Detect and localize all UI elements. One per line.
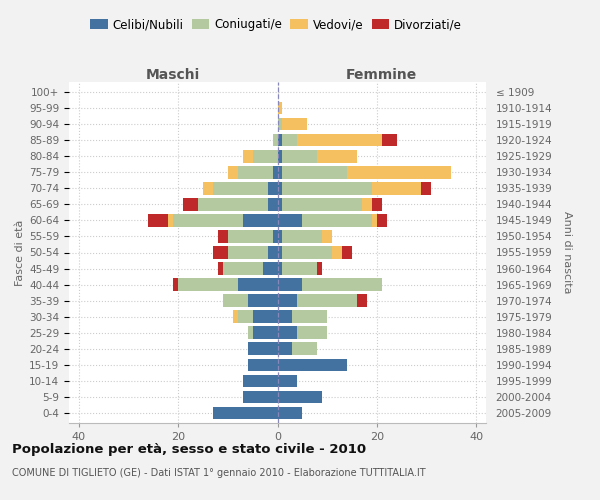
Bar — [277, 166, 283, 178]
Bar — [302, 278, 382, 291]
Bar — [298, 134, 382, 146]
Bar — [277, 134, 283, 146]
Bar — [277, 406, 302, 419]
Bar — [243, 150, 253, 162]
Bar — [283, 246, 332, 259]
Text: Popolazione per età, sesso e stato civile - 2010: Popolazione per età, sesso e stato civil… — [12, 442, 366, 456]
Y-axis label: Fasce di età: Fasce di età — [15, 220, 25, 286]
Text: Maschi: Maschi — [146, 68, 200, 82]
Bar — [248, 294, 277, 307]
Bar — [277, 310, 292, 323]
Bar — [292, 342, 317, 355]
Bar — [277, 102, 283, 115]
Bar — [277, 262, 283, 275]
Bar — [213, 182, 268, 194]
Bar — [317, 150, 357, 162]
Bar — [238, 278, 277, 291]
Bar — [277, 182, 283, 194]
Text: COMUNE DI TIGLIETO (GE) - Dati ISTAT 1° gennaio 2010 - Elaborazione TUTTITALIA.I: COMUNE DI TIGLIETO (GE) - Dati ISTAT 1° … — [12, 468, 425, 477]
Bar — [253, 310, 277, 323]
Bar — [268, 198, 277, 210]
Bar — [223, 294, 248, 307]
Bar — [277, 294, 298, 307]
Bar — [272, 166, 277, 178]
Bar — [253, 326, 277, 339]
Bar — [298, 326, 327, 339]
Bar — [248, 358, 277, 371]
Bar — [292, 310, 327, 323]
Bar — [357, 294, 367, 307]
Bar — [283, 166, 347, 178]
Bar — [253, 150, 277, 162]
Bar — [223, 262, 263, 275]
Bar — [342, 246, 352, 259]
Bar — [233, 310, 238, 323]
Bar — [198, 198, 268, 210]
Bar — [283, 198, 362, 210]
Bar — [277, 246, 283, 259]
Bar — [277, 342, 292, 355]
Bar — [317, 262, 322, 275]
Bar — [277, 118, 283, 130]
Bar — [213, 406, 277, 419]
Bar — [148, 214, 168, 226]
Bar — [173, 278, 178, 291]
Bar — [283, 118, 307, 130]
Bar — [277, 390, 322, 403]
Bar — [298, 294, 357, 307]
Bar — [218, 262, 223, 275]
Bar — [302, 214, 372, 226]
Bar — [372, 182, 421, 194]
Bar — [277, 358, 347, 371]
Bar — [277, 374, 298, 387]
Bar — [277, 150, 283, 162]
Bar — [248, 326, 253, 339]
Bar — [283, 134, 298, 146]
Bar — [243, 214, 277, 226]
Bar — [268, 246, 277, 259]
Bar — [283, 230, 322, 242]
Bar — [362, 198, 372, 210]
Bar — [263, 262, 277, 275]
Bar — [218, 230, 228, 242]
Bar — [272, 230, 277, 242]
Bar — [183, 198, 198, 210]
Bar — [228, 166, 238, 178]
Bar — [347, 166, 451, 178]
Legend: Celibi/Nubili, Coniugati/e, Vedovi/e, Divorziati/e: Celibi/Nubili, Coniugati/e, Vedovi/e, Di… — [85, 14, 467, 36]
Bar — [332, 246, 342, 259]
Bar — [277, 198, 283, 210]
Bar — [178, 278, 238, 291]
Bar — [277, 326, 298, 339]
Bar — [272, 134, 277, 146]
Y-axis label: Anni di nascita: Anni di nascita — [562, 211, 572, 294]
Bar — [238, 310, 253, 323]
Bar — [228, 230, 272, 242]
Bar — [243, 374, 277, 387]
Bar — [283, 262, 317, 275]
Bar — [277, 214, 302, 226]
Bar — [248, 342, 277, 355]
Bar — [283, 150, 317, 162]
Bar — [421, 182, 431, 194]
Bar — [268, 182, 277, 194]
Bar — [213, 246, 228, 259]
Bar — [277, 278, 302, 291]
Bar — [173, 214, 243, 226]
Bar — [372, 214, 377, 226]
Bar — [277, 230, 283, 242]
Bar — [283, 182, 372, 194]
Bar — [203, 182, 213, 194]
Bar — [243, 390, 277, 403]
Bar — [168, 214, 173, 226]
Bar — [377, 214, 387, 226]
Bar — [238, 166, 272, 178]
Bar — [228, 246, 268, 259]
Bar — [372, 198, 382, 210]
Bar — [322, 230, 332, 242]
Text: Femmine: Femmine — [346, 68, 418, 82]
Bar — [382, 134, 397, 146]
